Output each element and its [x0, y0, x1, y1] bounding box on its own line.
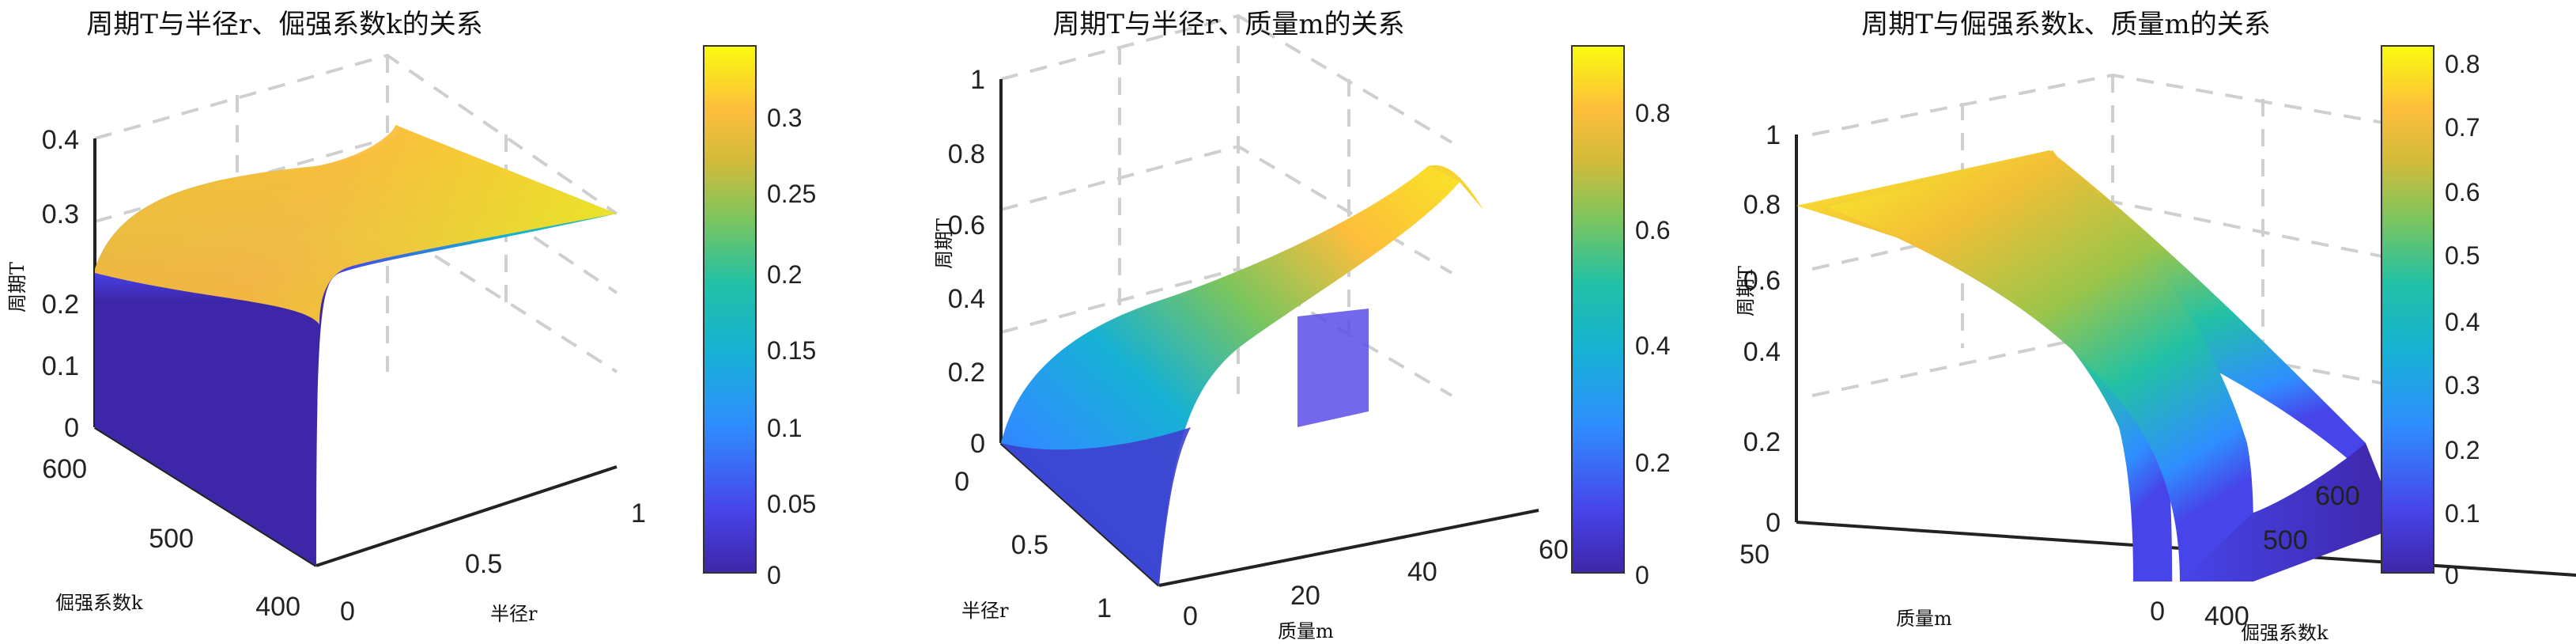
chart-1-xlabel: 半径r [490, 603, 538, 625]
chart-1-cbtick: 0.05 [767, 490, 816, 518]
chart-2-ztick: 0.2 [948, 358, 985, 388]
chart-1-ztick: 0.3 [42, 199, 79, 229]
chart-3-ytick: 400 [2204, 601, 2249, 631]
chart-3-ztick: 0.2 [1743, 427, 1781, 457]
chart-1-zlabel: 周期T [6, 262, 28, 313]
chart-1-ztick: 0.1 [42, 351, 79, 381]
chart-1-xtick: 0 [340, 597, 355, 627]
chart-2-cbtick: 0.4 [1635, 331, 1670, 360]
chart-panel-3: 0 0.2 0.4 0.6 0.8 1 0 50 400 500 600 质量m… [1717, 0, 2576, 644]
chart-2-cbtick: 0 [1635, 561, 1649, 589]
chart-2-ylabel: 半径r [961, 600, 1009, 622]
chart-1-cbtick: 0 [767, 561, 781, 589]
chart-2-xtick: 20 [1290, 581, 1320, 611]
chart-2-xtick: 40 [1407, 557, 1437, 587]
chart-3-cbtick: 0.2 [2445, 436, 2480, 464]
chart-1-xtick-labels: 0 0.5 1 [340, 498, 646, 627]
chart-1-xtick: 0.5 [465, 549, 502, 579]
chart-3-svg: 0 0.2 0.4 0.6 0.8 1 0 50 400 500 600 质量m… [1735, 9, 2576, 644]
chart-3-cbtick: 0.6 [2445, 178, 2480, 206]
chart-3-ztick: 0.6 [1743, 266, 1781, 296]
chart-2-xlabel: 质量m [1278, 620, 1334, 642]
chart-3-cbtick: 0 [2445, 561, 2459, 589]
chart-3-cbtick: 0.7 [2445, 113, 2480, 142]
chart-2-ztick: 0 [970, 429, 985, 459]
chart-1-surface [95, 125, 617, 566]
chart-1-cbtick: 0.1 [767, 414, 802, 442]
chart-3-xtick-labels: 0 50 [1739, 540, 2165, 627]
chart-2-ztick: 0.6 [948, 210, 985, 241]
chart-1-ytick-labels: 400 500 600 [42, 454, 300, 622]
chart-2-svg: 0 0.2 0.4 0.6 0.8 1 0 0.5 1 0 20 40 60 质… [933, 9, 1670, 642]
chart-3-cbtick: 0.1 [2445, 499, 2480, 528]
chart-1-ytick: 400 [255, 592, 300, 622]
chart-2-surface [1001, 165, 1483, 585]
chart-1-ztick-labels: 0 0.1 0.2 0.3 0.4 [42, 125, 79, 443]
chart-1-colorbar: 0 0.05 0.1 0.15 0.2 0.25 0.3 [703, 45, 816, 589]
chart-3-zlabel: 周期T [1735, 266, 1757, 316]
chart-3-title: 周期T与倔强系数k、质量m的关系 [1861, 9, 2271, 40]
chart-3-ytick-labels: 400 500 600 [2204, 481, 2360, 631]
chart-3-ytick: 600 [2315, 481, 2360, 511]
chart-3-ztick-labels: 0 0.2 0.4 0.6 0.8 1 [1743, 120, 1781, 538]
chart-3-xtick: 0 [2150, 597, 2165, 627]
chart-3-ztick: 1 [1766, 120, 1781, 150]
chart-1-ytick: 500 [149, 524, 194, 554]
chart-3-ztick: 0 [1766, 508, 1781, 538]
chart-1-cbtick: 0.15 [767, 336, 816, 365]
chart-2-ztick-labels: 0 0.2 0.4 0.6 0.8 1 [948, 65, 985, 459]
chart-2-ytick-labels: 0 0.5 1 [954, 467, 1112, 623]
chart-2-xtick: 60 [1539, 535, 1569, 565]
chart-3-cbtick: 0.3 [2445, 371, 2480, 400]
chart-3-xtick: 50 [1739, 540, 1770, 570]
chart-1-ytick: 600 [42, 454, 87, 484]
chart-3-surface [1796, 150, 2399, 581]
chart-2-cbtick: 0.2 [1635, 449, 1670, 477]
chart-2-grid [1000, 13, 1453, 403]
chart-2-xtick-labels: 0 20 40 60 [1183, 535, 1569, 631]
chart-panel-2: 0 0.2 0.4 0.6 0.8 1 0 0.5 1 0 20 40 60 质… [859, 0, 1717, 644]
chart-3-cbtick: 0.5 [2445, 241, 2480, 270]
chart-3-xlabel: 质量m [1896, 608, 1952, 630]
chart-1-cbtick: 0.25 [767, 180, 816, 208]
chart-3-ztick: 0.4 [1743, 337, 1781, 367]
chart-3-ylabel: 倔强系数k [2241, 622, 2329, 644]
chart-2-colorbar: 0 0.2 0.4 0.6 0.8 [1571, 45, 1670, 589]
chart-1-svg: 0 0.1 0.2 0.3 0.4 400 500 600 0 0.5 1 半径… [6, 9, 816, 627]
chart-3-cbtick: 0.8 [2445, 50, 2480, 78]
chart-2-ztick: 0.8 [948, 139, 985, 169]
chart-3-cbtick: 0.4 [2445, 308, 2480, 336]
chart-3-ztick: 0.8 [1743, 190, 1781, 220]
chart-2-ytick: 0.5 [1011, 530, 1048, 560]
chart-2-ytick: 1 [1097, 593, 1112, 623]
chart-1-cbtick: 0.3 [767, 104, 802, 132]
chart-2-cbtick: 0.8 [1635, 99, 1670, 127]
chart-1-ylabel: 倔强系数k [55, 592, 143, 614]
chart-3-ytick: 500 [2263, 525, 2308, 555]
chart-1-ztick: 0.2 [42, 290, 79, 320]
chart-1-cbtick: 0.2 [767, 260, 802, 289]
chart-1-xtick: 1 [631, 498, 646, 528]
chart-1-ztick: 0.4 [42, 125, 79, 155]
chart-2-ztick: 0.4 [948, 284, 985, 314]
chart-2-cbtick: 0.6 [1635, 216, 1670, 244]
chart-panel-1: 0 0.1 0.2 0.3 0.4 400 500 600 0 0.5 1 半径… [0, 0, 859, 644]
chart-3-colorbar: 0 0.1 0.2 0.3 0.4 0.5 0.6 0.7 0.8 [2381, 45, 2480, 589]
chart-2-title: 周期T与半径r、质量m的关系 [1052, 9, 1404, 40]
chart-1-ztick: 0 [64, 413, 79, 443]
chart-2-zlabel: 周期T [933, 218, 955, 269]
chart-2-ztick: 1 [970, 65, 985, 95]
chart-2-ytick: 0 [954, 467, 969, 497]
chart-2-xtick: 0 [1183, 601, 1198, 631]
chart-1-title: 周期T与半径r、倔强系数k的关系 [86, 9, 483, 40]
